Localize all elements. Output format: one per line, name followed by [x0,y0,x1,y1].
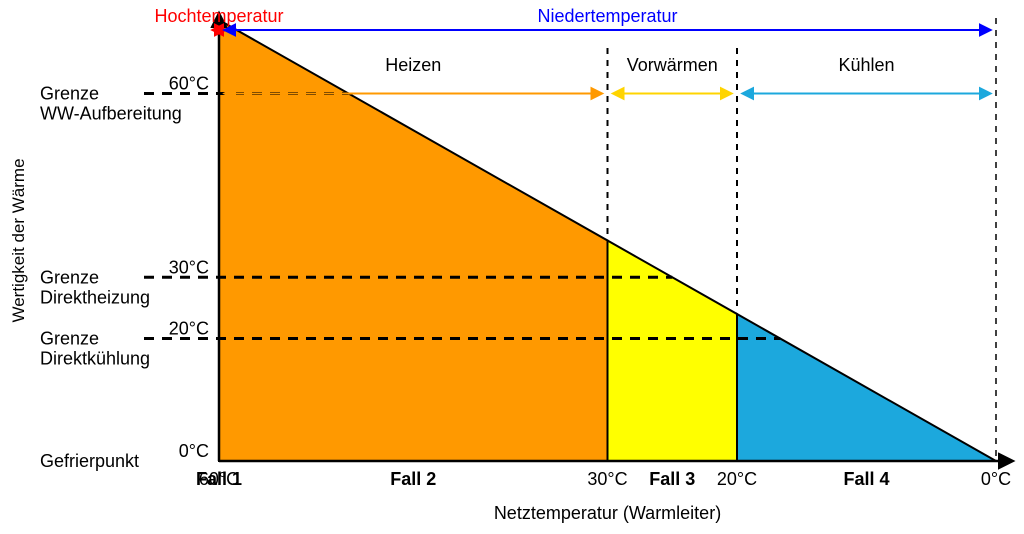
sub-range-label-0: Heizen [385,55,441,75]
label-niedertemperatur: Niedertemperatur [537,6,677,26]
label-hochtemperatur: Hochtemperatur [154,6,283,26]
ytick-2: 20°C [169,319,209,339]
ylabel-left-3-0: Gefrierpunkt [40,451,139,471]
ytick-3: 0°C [179,441,209,461]
chart-container: Hochtemperatur Niedertemperatur Heizen Vorw… [0,0,1024,534]
sub-range-label-2: Kühlen [838,55,894,75]
ylabel-left-2-0: Grenze [40,329,99,349]
xboundary-0: 60°C [199,469,239,489]
fall-label-3: Fall 4 [843,469,889,489]
ytick-1: 30°C [169,257,209,277]
x-axis-label: Netztemperatur (Warmleiter) [494,503,721,523]
ylabel-left-1-1: Direktheizung [40,287,150,307]
region-2 [608,241,738,462]
diagram-svg: Hochtemperatur Niedertemperatur Heizen Vorw… [0,0,1024,534]
ylabel-left-0-1: WW-Aufbereitung [40,104,182,124]
xboundary-1: 30°C [587,469,627,489]
xboundary-3: 0°C [981,469,1011,489]
ylabel-left-0-0: Grenze [40,84,99,104]
region-3 [737,314,996,461]
fall-label-1: Fall 2 [390,469,436,489]
ylabel-left-1-0: Grenze [40,267,99,287]
ylabel-left-2-1: Direktkühlung [40,349,150,369]
region-1 [219,20,608,461]
sub-range-label-1: Vorwärmen [627,55,718,75]
ytick-0: 60°C [169,74,209,94]
y-axis-label: Wertigkeit der Wärme [9,158,28,322]
fall-label-2: Fall 3 [649,469,695,489]
xboundary-2: 20°C [717,469,757,489]
